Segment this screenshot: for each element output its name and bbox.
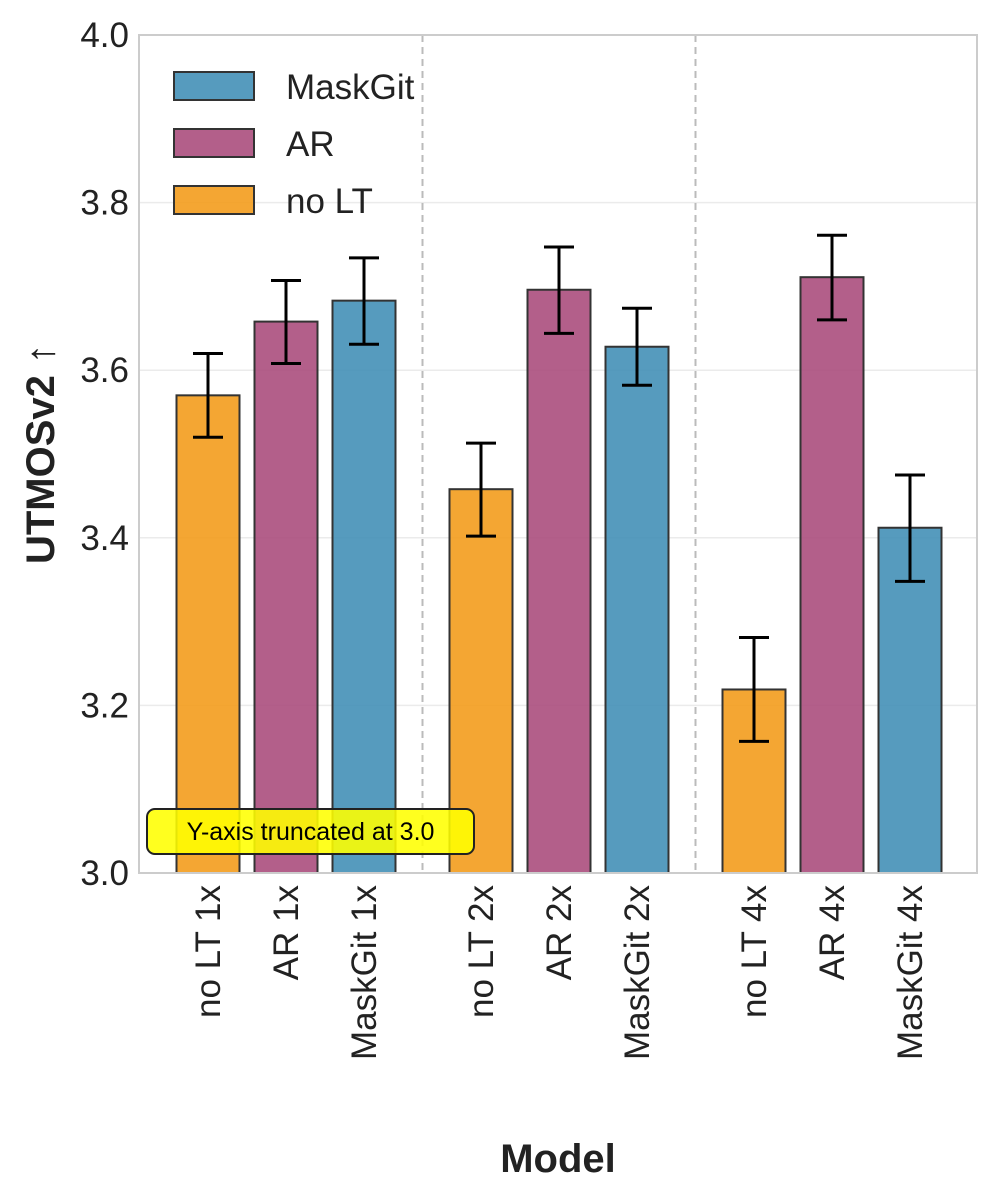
bar (331, 299, 397, 874)
legend-item: no LT (173, 182, 373, 221)
x-tick-label: MaskGit 4x (891, 885, 930, 1061)
legend-swatch (173, 185, 255, 215)
y-tick-label: 3.0 (80, 854, 129, 893)
y-tick-label: 3.8 (80, 184, 129, 223)
x-tick-label: no LT 1x (189, 885, 228, 1018)
x-tick-label: AR 4x (813, 885, 852, 981)
legend-swatch (173, 128, 255, 158)
x-tick-label: AR 2x (540, 885, 579, 981)
x-tick-label: AR 1x (267, 885, 306, 981)
truncation-annotation: Y-axis truncated at 3.0 (146, 808, 475, 855)
error-bars (193, 233, 925, 743)
x-tick-label: MaskGit 2x (618, 885, 657, 1061)
error-bar (544, 245, 574, 335)
error-bar (349, 256, 379, 346)
bar (604, 345, 670, 874)
y-tick-label: 3.4 (80, 519, 129, 558)
error-bar (895, 473, 925, 583)
plot-frame (138, 34, 978, 874)
y-tick-label: 3.2 (80, 686, 129, 725)
group-separators (421, 35, 697, 873)
x-tick-label: no LT 4x (735, 885, 774, 1018)
bar (448, 488, 514, 874)
legend-label: no LT (286, 182, 373, 221)
x-tick-label: MaskGit 1x (345, 885, 384, 1061)
legend-swatch (173, 71, 255, 101)
bar (877, 526, 943, 875)
error-bar (739, 636, 769, 743)
bar (175, 394, 241, 874)
error-bar (466, 441, 496, 538)
y-tick-labels: 3.0 3.2 3.4 3.6 3.8 4.0 (80, 16, 129, 893)
legend-item: AR (173, 125, 335, 164)
x-axis-title: Model (500, 1137, 616, 1181)
legend: MaskGit AR no LT (173, 68, 415, 221)
y-axis-title: UTMOSv2 ↑ (19, 344, 63, 564)
bar (253, 320, 319, 874)
legend-item: MaskGit (173, 68, 415, 107)
error-bar (193, 351, 223, 439)
y-tick-label: 3.6 (80, 351, 129, 390)
legend-label: MaskGit (286, 68, 415, 107)
x-tick-label: no LT 2x (462, 885, 501, 1018)
y-tick-label: 4.0 (80, 16, 129, 55)
bar (799, 276, 865, 874)
bars (175, 276, 943, 875)
annotation-text: Y-axis truncated at 3.0 (187, 818, 435, 846)
annotation-box (146, 808, 475, 855)
x-tick-labels: no LT 1x AR 1x MaskGit 1x no LT 2x AR 2x Mask… (189, 885, 930, 1061)
error-bar (622, 306, 652, 387)
error-bar (271, 279, 301, 365)
error-bar (817, 233, 847, 322)
legend-label: AR (286, 125, 335, 164)
bar (526, 288, 592, 874)
